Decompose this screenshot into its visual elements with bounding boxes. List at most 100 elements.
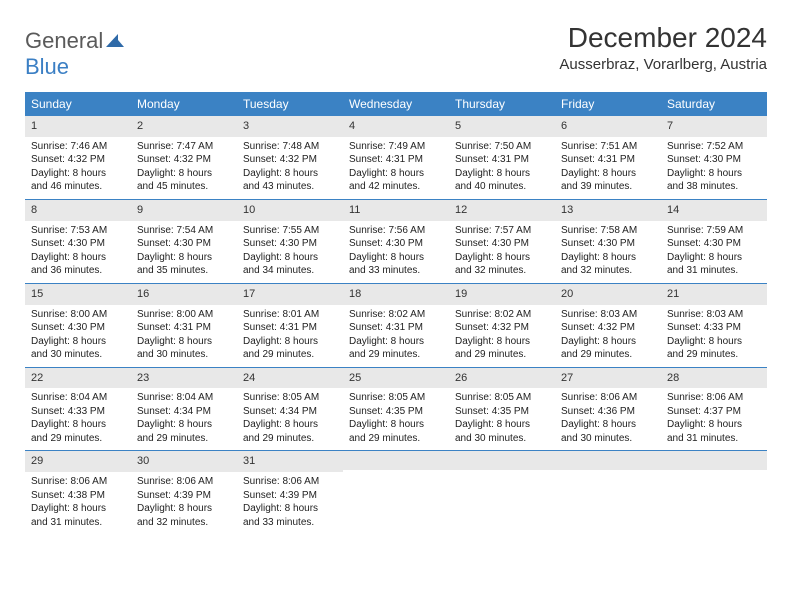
- day-number: [661, 451, 767, 470]
- day-cell: 22Sunrise: 8:04 AMSunset: 4:33 PMDayligh…: [25, 368, 131, 451]
- sunset-line: Sunset: 4:32 PM: [137, 153, 231, 167]
- brand-text-1: General: [25, 28, 103, 53]
- day-cell: [449, 451, 555, 534]
- day-number: 10: [237, 200, 343, 221]
- day-body: Sunrise: 8:06 AMSunset: 4:39 PMDaylight:…: [237, 472, 343, 534]
- day-header: Saturday: [661, 92, 767, 116]
- day-body: Sunrise: 7:50 AMSunset: 4:31 PMDaylight:…: [449, 137, 555, 199]
- day-body: Sunrise: 8:00 AMSunset: 4:31 PMDaylight:…: [131, 305, 237, 367]
- sunrise-line: Sunrise: 8:03 AM: [667, 308, 761, 322]
- day-number: 29: [25, 451, 131, 472]
- day-number: 17: [237, 284, 343, 305]
- day-body: Sunrise: 8:03 AMSunset: 4:32 PMDaylight:…: [555, 305, 661, 367]
- sunrise-line: Sunrise: 8:05 AM: [455, 391, 549, 405]
- day-cell: 16Sunrise: 8:00 AMSunset: 4:31 PMDayligh…: [131, 284, 237, 367]
- sunset-line: Sunset: 4:30 PM: [31, 237, 125, 251]
- day-body: Sunrise: 8:04 AMSunset: 4:34 PMDaylight:…: [131, 388, 237, 450]
- day-body: Sunrise: 8:05 AMSunset: 4:35 PMDaylight:…: [449, 388, 555, 450]
- sunrise-line: Sunrise: 7:52 AM: [667, 140, 761, 154]
- daylight-line: Daylight: 8 hours and 33 minutes.: [349, 251, 443, 278]
- sunrise-line: Sunrise: 8:05 AM: [243, 391, 337, 405]
- daylight-line: Daylight: 8 hours and 31 minutes.: [31, 502, 125, 529]
- brand-text-2: Blue: [25, 54, 69, 79]
- title-block: December 2024 Ausserbraz, Vorarlberg, Au…: [559, 22, 767, 73]
- daylight-line: Daylight: 8 hours and 43 minutes.: [243, 167, 337, 194]
- sunrise-line: Sunrise: 7:47 AM: [137, 140, 231, 154]
- daylight-line: Daylight: 8 hours and 29 minutes.: [349, 335, 443, 362]
- day-number: 16: [131, 284, 237, 305]
- day-cell: 12Sunrise: 7:57 AMSunset: 4:30 PMDayligh…: [449, 200, 555, 283]
- sunset-line: Sunset: 4:31 PM: [561, 153, 655, 167]
- day-number: 31: [237, 451, 343, 472]
- day-body: Sunrise: 7:46 AMSunset: 4:32 PMDaylight:…: [25, 137, 131, 199]
- day-cell: 2Sunrise: 7:47 AMSunset: 4:32 PMDaylight…: [131, 116, 237, 199]
- sunset-line: Sunset: 4:33 PM: [667, 321, 761, 335]
- daylight-line: Daylight: 8 hours and 33 minutes.: [243, 502, 337, 529]
- daylight-line: Daylight: 8 hours and 29 minutes.: [349, 418, 443, 445]
- daylight-line: Daylight: 8 hours and 35 minutes.: [137, 251, 231, 278]
- week-row: 1Sunrise: 7:46 AMSunset: 4:32 PMDaylight…: [25, 116, 767, 199]
- sunset-line: Sunset: 4:30 PM: [455, 237, 549, 251]
- daylight-line: Daylight: 8 hours and 34 minutes.: [243, 251, 337, 278]
- sunset-line: Sunset: 4:31 PM: [349, 153, 443, 167]
- day-cell: 28Sunrise: 8:06 AMSunset: 4:37 PMDayligh…: [661, 368, 767, 451]
- sunrise-line: Sunrise: 7:48 AM: [243, 140, 337, 154]
- day-header: Sunday: [25, 92, 131, 116]
- day-body: Sunrise: 8:06 AMSunset: 4:38 PMDaylight:…: [25, 472, 131, 534]
- day-number: 13: [555, 200, 661, 221]
- daylight-line: Daylight: 8 hours and 30 minutes.: [31, 335, 125, 362]
- sunrise-line: Sunrise: 8:06 AM: [31, 475, 125, 489]
- day-body: Sunrise: 7:48 AMSunset: 4:32 PMDaylight:…: [237, 137, 343, 199]
- daylight-line: Daylight: 8 hours and 29 minutes.: [243, 418, 337, 445]
- sunset-line: Sunset: 4:30 PM: [561, 237, 655, 251]
- day-header: Thursday: [449, 92, 555, 116]
- sunset-line: Sunset: 4:34 PM: [137, 405, 231, 419]
- day-body: Sunrise: 8:02 AMSunset: 4:32 PMDaylight:…: [449, 305, 555, 367]
- day-number: 6: [555, 116, 661, 137]
- daylight-line: Daylight: 8 hours and 29 minutes.: [455, 335, 549, 362]
- sunrise-line: Sunrise: 7:54 AM: [137, 224, 231, 238]
- day-body: Sunrise: 8:04 AMSunset: 4:33 PMDaylight:…: [25, 388, 131, 450]
- day-body: [449, 470, 555, 478]
- daylight-line: Daylight: 8 hours and 29 minutes.: [137, 418, 231, 445]
- week-row: 29Sunrise: 8:06 AMSunset: 4:38 PMDayligh…: [25, 450, 767, 534]
- day-number: 21: [661, 284, 767, 305]
- sunset-line: Sunset: 4:31 PM: [137, 321, 231, 335]
- day-number: [555, 451, 661, 470]
- day-number: 15: [25, 284, 131, 305]
- day-cell: 18Sunrise: 8:02 AMSunset: 4:31 PMDayligh…: [343, 284, 449, 367]
- day-body: Sunrise: 7:53 AMSunset: 4:30 PMDaylight:…: [25, 221, 131, 283]
- day-number: 18: [343, 284, 449, 305]
- daylight-line: Daylight: 8 hours and 36 minutes.: [31, 251, 125, 278]
- day-number: 2: [131, 116, 237, 137]
- day-cell: 27Sunrise: 8:06 AMSunset: 4:36 PMDayligh…: [555, 368, 661, 451]
- day-header: Tuesday: [237, 92, 343, 116]
- day-number: 24: [237, 368, 343, 389]
- day-number: 1: [25, 116, 131, 137]
- sunset-line: Sunset: 4:31 PM: [243, 321, 337, 335]
- day-body: Sunrise: 8:06 AMSunset: 4:37 PMDaylight:…: [661, 388, 767, 450]
- day-number: 12: [449, 200, 555, 221]
- day-number: 8: [25, 200, 131, 221]
- day-header: Wednesday: [343, 92, 449, 116]
- day-cell: 11Sunrise: 7:56 AMSunset: 4:30 PMDayligh…: [343, 200, 449, 283]
- day-body: Sunrise: 8:03 AMSunset: 4:33 PMDaylight:…: [661, 305, 767, 367]
- daylight-line: Daylight: 8 hours and 32 minutes.: [455, 251, 549, 278]
- daylight-line: Daylight: 8 hours and 40 minutes.: [455, 167, 549, 194]
- day-number: 11: [343, 200, 449, 221]
- day-number: 22: [25, 368, 131, 389]
- day-number: 5: [449, 116, 555, 137]
- calendar-grid: SundayMondayTuesdayWednesdayThursdayFrid…: [25, 92, 767, 534]
- weeks-container: 1Sunrise: 7:46 AMSunset: 4:32 PMDaylight…: [25, 116, 767, 534]
- day-number: 26: [449, 368, 555, 389]
- day-body: Sunrise: 8:01 AMSunset: 4:31 PMDaylight:…: [237, 305, 343, 367]
- sunset-line: Sunset: 4:32 PM: [561, 321, 655, 335]
- sunrise-line: Sunrise: 7:50 AM: [455, 140, 549, 154]
- day-cell: 20Sunrise: 8:03 AMSunset: 4:32 PMDayligh…: [555, 284, 661, 367]
- sunset-line: Sunset: 4:36 PM: [561, 405, 655, 419]
- sunrise-line: Sunrise: 8:02 AM: [455, 308, 549, 322]
- daylight-line: Daylight: 8 hours and 29 minutes.: [31, 418, 125, 445]
- day-number: 9: [131, 200, 237, 221]
- day-number: 23: [131, 368, 237, 389]
- month-title: December 2024: [559, 22, 767, 54]
